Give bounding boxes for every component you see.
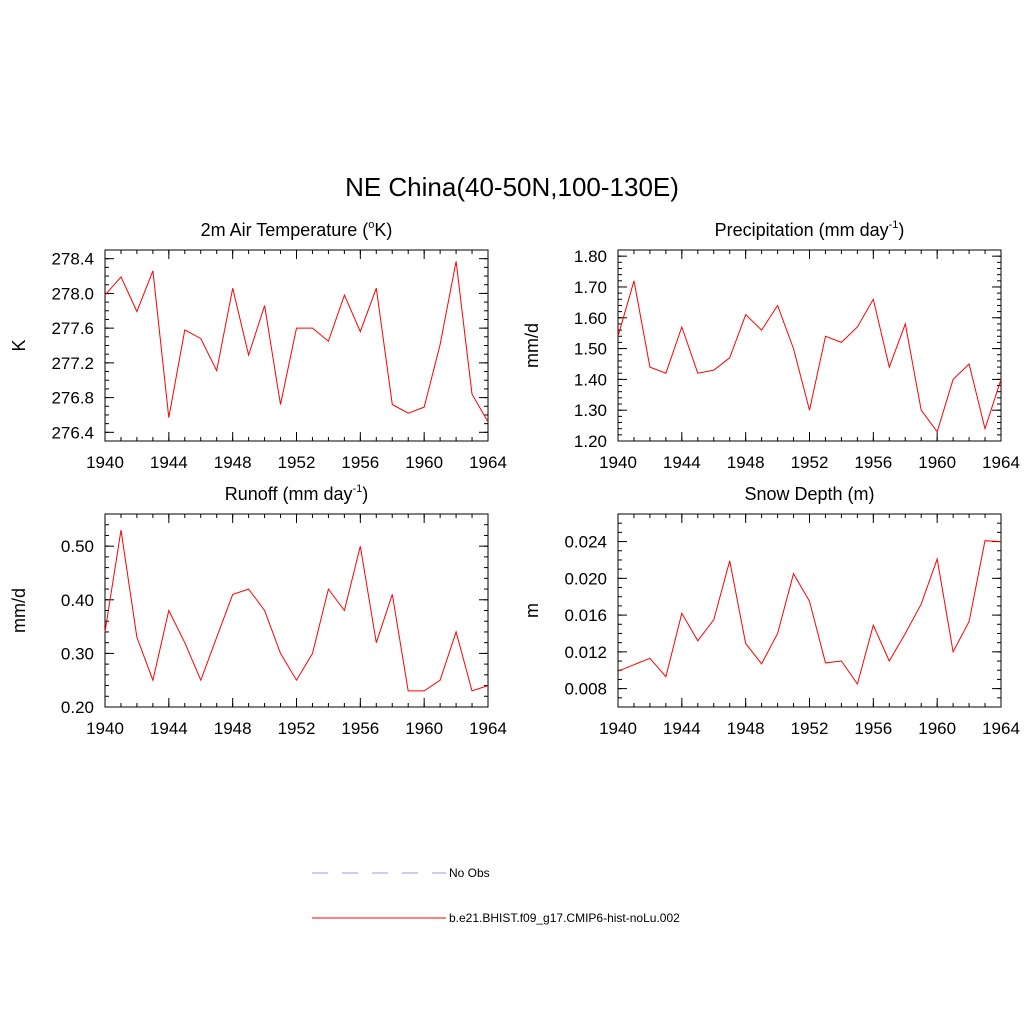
panel-title: 2m Air Temperature (oK) <box>201 219 393 240</box>
x-tick-label: 1940 <box>86 453 124 472</box>
y-axis-label: K <box>9 339 29 351</box>
x-tick-label: 1952 <box>791 453 829 472</box>
y-tick-label: 0.30 <box>61 644 94 663</box>
y-tick-label: 277.2 <box>51 354 94 373</box>
x-tick-label: 1964 <box>469 719 507 738</box>
y-tick-label: 1.60 <box>574 309 607 328</box>
y-tick-label: 0.012 <box>564 643 607 662</box>
panel-title: Precipitation (mm day-1) <box>715 219 905 240</box>
x-tick-label: 1948 <box>214 453 252 472</box>
series-line-air-temperature <box>104 261 489 423</box>
x-tick-label: 1952 <box>278 453 316 472</box>
x-tick-label: 1960 <box>918 453 956 472</box>
x-tick-label: 1956 <box>854 719 892 738</box>
x-tick-label: 1960 <box>405 719 443 738</box>
panel-runoff: Runoff (mm day-1) 1940 1944 1948 1952 1956 196… <box>9 483 507 738</box>
x-tick-label: 1960 <box>918 719 956 738</box>
y-tick-label: 0.20 <box>61 698 94 717</box>
x-tick-label: 1952 <box>278 719 316 738</box>
y-tick-label: 0.020 <box>564 569 607 588</box>
y-tick-label: 1.50 <box>574 340 607 359</box>
plot-frame <box>617 513 1002 708</box>
x-tick-label: 1964 <box>982 719 1020 738</box>
y-axis-label: m <box>522 603 542 618</box>
x-tick-label: 1944 <box>150 453 188 472</box>
x-tick-label: 1956 <box>854 453 892 472</box>
y-tick-label: 1.20 <box>574 432 607 451</box>
x-tick-label: 1940 <box>86 719 124 738</box>
series-line-precipitation <box>617 280 1002 433</box>
x-tick-label: 1964 <box>469 453 507 472</box>
x-tick-label: 1960 <box>405 453 443 472</box>
panel-precipitation: Precipitation (mm day-1) 1940 1944 1948 1952… <box>522 219 1020 472</box>
legend: No Obs b.e21.BHIST.f09_g17.CMIP6-hist-no… <box>312 866 680 925</box>
panel-title: Runoff (mm day-1) <box>225 483 369 504</box>
y-tick-label: 0.50 <box>61 537 94 556</box>
x-tick-label: 1944 <box>663 453 701 472</box>
y-tick-label: 277.6 <box>51 319 94 338</box>
x-tick-label: 1964 <box>982 453 1020 472</box>
y-tick-label: 278.4 <box>51 250 94 269</box>
legend-model-label: b.e21.BHIST.f09_g17.CMIP6-hist-noLu.002 <box>449 911 680 925</box>
y-tick-label: 276.4 <box>51 423 94 442</box>
figure-title: NE China(40-50N,100-130E) <box>345 172 679 202</box>
y-tick-label: 0.024 <box>564 533 607 552</box>
y-tick-label: 0.008 <box>564 680 607 699</box>
x-tick-label: 1940 <box>599 453 637 472</box>
y-tick-label: 278.0 <box>51 284 94 303</box>
plot-frame <box>104 249 489 442</box>
y-axis-label: mm/d <box>522 323 542 368</box>
x-tick-label: 1952 <box>791 719 829 738</box>
y-tick-label: 1.30 <box>574 401 607 420</box>
x-tick-label: 1944 <box>150 719 188 738</box>
y-tick-label: 0.40 <box>61 591 94 610</box>
legend-no-obs-label: No Obs <box>449 866 490 880</box>
series-line-runoff <box>104 530 489 692</box>
y-tick-label: 1.40 <box>574 370 607 389</box>
x-tick-label: 1948 <box>727 453 765 472</box>
y-tick-label: 1.70 <box>574 278 607 297</box>
y-axis-label: mm/d <box>9 588 29 633</box>
series-line-snow-depth <box>617 540 1002 686</box>
x-tick-label: 1948 <box>214 719 252 738</box>
x-tick-label: 1956 <box>341 719 379 738</box>
panel-snow-depth: Snow Depth (m) 1940 1944 1948 1952 1956 1960 19… <box>522 484 1020 738</box>
x-tick-label: 1948 <box>727 719 765 738</box>
plot-frame <box>104 513 489 708</box>
panel-air-temperature: 2m Air Temperature (oK) 1940 1944 1948 1952 1… <box>9 219 507 472</box>
x-tick-label: 1956 <box>341 453 379 472</box>
y-tick-label: 276.8 <box>51 389 94 408</box>
y-tick-label: 0.016 <box>564 606 607 625</box>
panel-title: Snow Depth (m) <box>744 484 874 504</box>
x-tick-label: 1944 <box>663 719 701 738</box>
y-tick-label: 1.80 <box>574 247 607 266</box>
x-tick-label: 1940 <box>599 719 637 738</box>
